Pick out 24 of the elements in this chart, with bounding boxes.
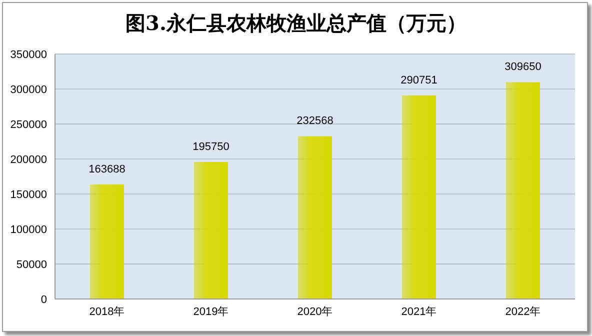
y-tick-label: 200000 — [10, 154, 47, 166]
data-label: 232568 — [296, 115, 334, 128]
x-tick-label: 2019年 — [193, 306, 229, 318]
y-tick-label: 0 — [40, 294, 47, 306]
x-tick-label: 2020年 — [297, 306, 333, 318]
bar — [506, 82, 540, 299]
y-tick-label: 300000 — [10, 84, 47, 96]
x-tick-label: 2022年 — [505, 306, 541, 318]
bar — [90, 184, 124, 299]
y-tick-label: 250000 — [10, 118, 47, 131]
bar — [194, 162, 228, 299]
bar — [402, 95, 436, 299]
data-label: 195750 — [192, 140, 230, 153]
data-label: 309650 — [504, 61, 542, 74]
data-label: 290751 — [400, 74, 438, 86]
y-tick-label: 350000 — [10, 48, 47, 61]
data-label: 163688 — [88, 163, 126, 176]
y-tick-label: 100000 — [10, 224, 47, 236]
x-tick-label: 2018年 — [89, 306, 125, 318]
chart-title: 图3.永仁县农林牧渔业总产值（万元） — [124, 10, 468, 37]
x-tick-label: 2021年 — [401, 306, 437, 318]
y-tick-label: 150000 — [10, 188, 47, 201]
bar — [298, 136, 332, 299]
y-tick-label: 50000 — [16, 258, 47, 271]
